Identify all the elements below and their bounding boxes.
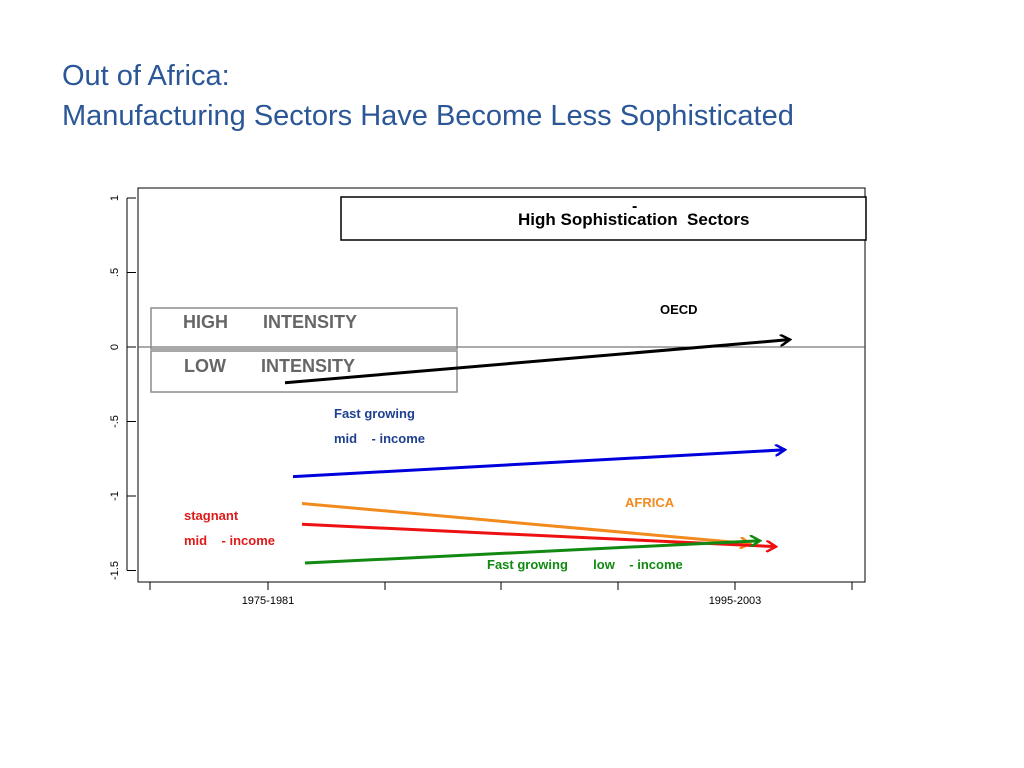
high-sophistication-label: High Sophistication Sectors	[518, 210, 749, 229]
y-tick-label: 1	[109, 195, 121, 201]
high-sophistication-box	[340, 196, 867, 241]
high-intensity-box	[150, 307, 458, 350]
africa-label: AFRICA	[625, 495, 675, 510]
y-tick-label: .5	[109, 268, 121, 277]
low-intensity-box	[150, 350, 458, 393]
series-arrow-oecd	[284, 340, 790, 385]
y-tick-label: -1	[109, 491, 121, 501]
series-arrow-africa	[301, 501, 750, 543]
fast-growing-mid-label-2: mid - income	[334, 431, 425, 446]
stagnant-label-2: mid - income	[184, 533, 275, 548]
y-tick-label: 0	[109, 344, 121, 350]
low-intensity-label: LOW INTENSITY	[184, 356, 355, 376]
oecd-label: OECD	[660, 302, 698, 317]
x-tick-label: 1995-2003	[709, 595, 762, 607]
slide-title-line1: Out of Africa:	[62, 60, 230, 92]
slide-title-line2: Manufacturing Sectors Have Become Less S…	[62, 100, 794, 132]
y-axis: 1 .5 0 -.5 -1 -1.5	[109, 195, 136, 580]
fast-growing-mid-label-1: Fast growing	[334, 406, 415, 421]
y-tick-label: -.5	[109, 415, 121, 428]
series-layer	[284, 340, 790, 565]
high-intensity-label: HIGH INTENSITY	[183, 312, 357, 332]
stagnant-label-1: stagnant	[184, 508, 239, 523]
series-arrow-fast_low	[304, 541, 760, 565]
x-axis: 1975-1981 1995-2003	[149, 581, 853, 607]
series-arrow-fast_mid	[292, 450, 785, 479]
fast-growing-low-label: Fast growing low - income	[487, 557, 683, 572]
x-tick-label: 1975-1981	[242, 595, 295, 607]
plot-frame	[137, 187, 866, 583]
dash-mark: -	[632, 198, 637, 215]
slide-title: Out of Africa: Manufacturing Sectors Hav…	[62, 56, 794, 136]
y-tick-label: -1.5	[109, 561, 121, 580]
